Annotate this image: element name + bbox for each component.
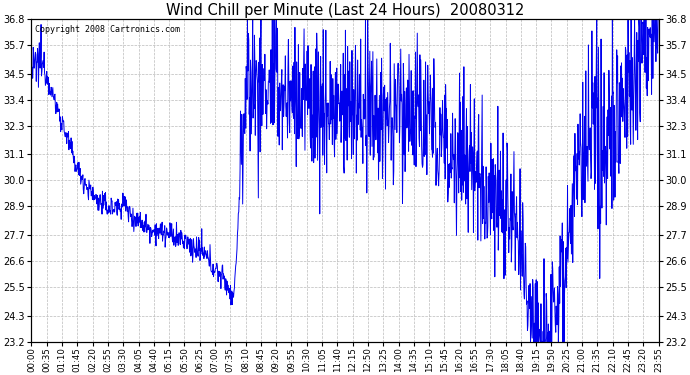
- Title: Wind Chill per Minute (Last 24 Hours)  20080312: Wind Chill per Minute (Last 24 Hours) 20…: [166, 3, 524, 18]
- Text: Copyright 2008 Cartronics.com: Copyright 2008 Cartronics.com: [34, 26, 179, 34]
